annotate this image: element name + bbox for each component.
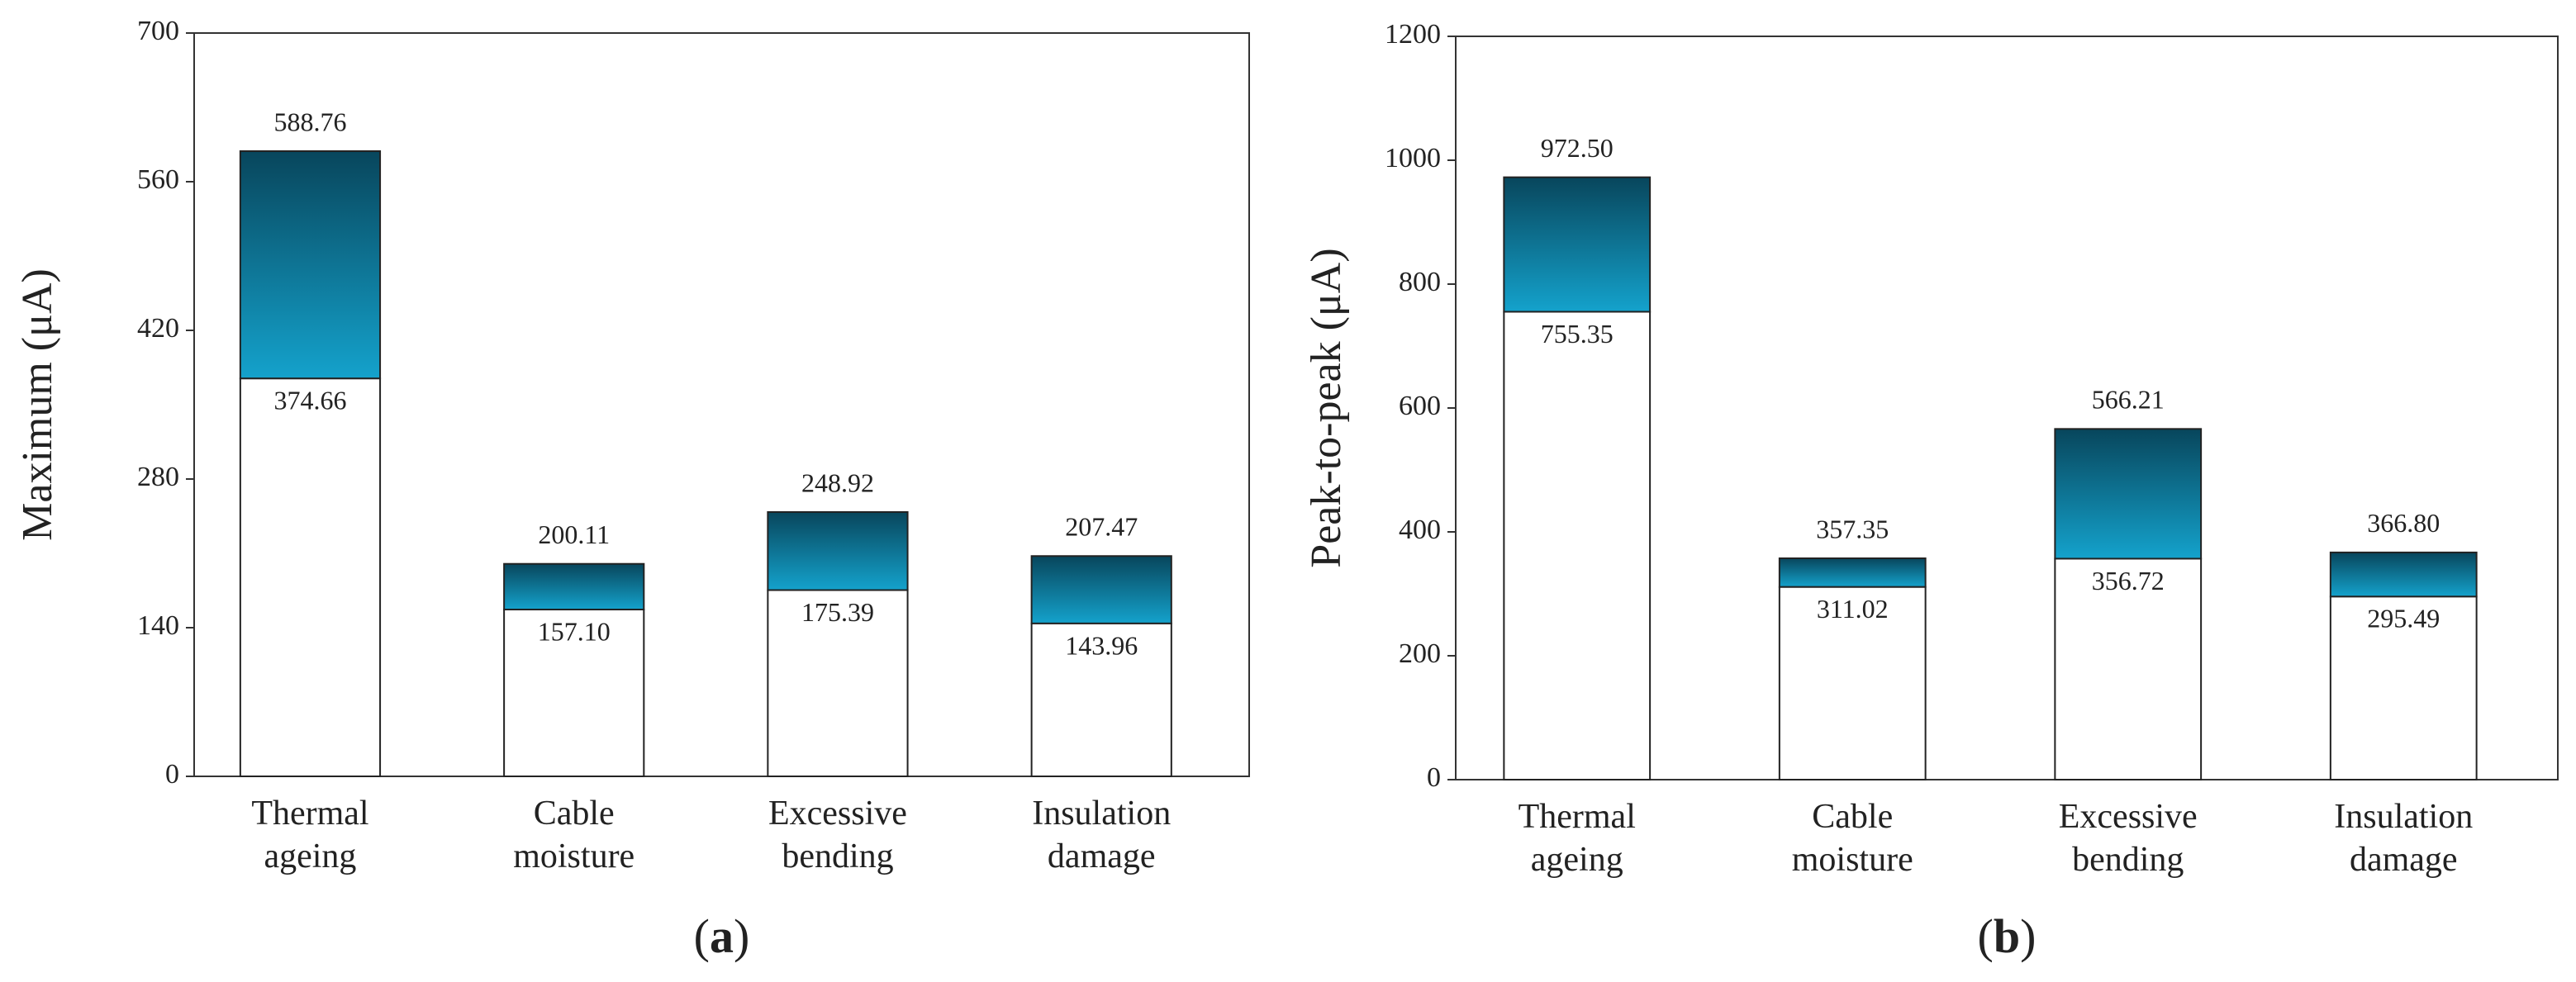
value-label: 588.76 xyxy=(273,107,346,136)
bar-lower xyxy=(239,377,382,777)
value-label: 366.80 xyxy=(2367,508,2440,538)
y-tick-label: 700 xyxy=(137,16,179,46)
panel-label: (b) xyxy=(1978,909,2037,963)
value-label: 374.66 xyxy=(273,386,346,415)
y-tick-label: 0 xyxy=(1427,762,1441,793)
bar-upper xyxy=(1503,176,1652,313)
value-label: 248.92 xyxy=(801,467,874,497)
bar-upper xyxy=(2054,428,2203,560)
x-tick-label: Excessive bending xyxy=(2059,798,2198,879)
bar-upper xyxy=(239,150,382,380)
bar-lower xyxy=(2329,595,2478,780)
value-label: 200.11 xyxy=(538,519,610,549)
y-tick-label: 200 xyxy=(1399,638,1441,669)
x-tick-label: Insulation damage xyxy=(2334,798,2473,879)
value-label: 356.72 xyxy=(2092,566,2165,595)
y-axis-label: Maximum (μA) xyxy=(14,268,61,541)
value-label: 157.10 xyxy=(538,616,611,646)
y-tick-label: 1200 xyxy=(1385,19,1441,50)
value-label: 311.02 xyxy=(1817,594,1889,624)
x-tick-label: Cable moisture xyxy=(1792,798,1913,879)
x-tick-label: Thermal ageing xyxy=(1519,798,1636,879)
value-label: 972.50 xyxy=(1541,133,1614,163)
y-axis-label: Peak-to-peak (μA) xyxy=(1303,248,1350,567)
y-tick-label: 140 xyxy=(137,610,179,641)
bar-upper xyxy=(1030,555,1172,624)
value-label: 357.35 xyxy=(1816,514,1889,543)
value-label: 143.96 xyxy=(1065,630,1138,660)
x-tick-label: Thermal ageing xyxy=(251,795,368,875)
panel-label: (a) xyxy=(694,909,750,963)
x-tick-label: Excessive bending xyxy=(768,795,907,875)
y-tick-label: 420 xyxy=(137,313,179,344)
x-tick-label: Insulation damage xyxy=(1032,795,1171,875)
bar-lower xyxy=(2054,557,2203,781)
value-label: 755.35 xyxy=(1541,319,1614,349)
plot-frame xyxy=(193,32,1250,777)
y-tick-label: 1000 xyxy=(1385,143,1441,173)
value-label: 207.47 xyxy=(1065,512,1138,542)
y-tick-label: 560 xyxy=(137,164,179,195)
value-label: 566.21 xyxy=(2092,385,2165,415)
bar-lower xyxy=(1503,311,1652,780)
bar-upper xyxy=(2329,551,2478,598)
bar-lower xyxy=(503,609,645,777)
value-label: 295.49 xyxy=(2367,604,2440,633)
y-tick-label: 600 xyxy=(1399,391,1441,421)
bar-upper xyxy=(503,562,645,611)
y-tick-label: 800 xyxy=(1399,267,1441,297)
y-tick-label: 400 xyxy=(1399,515,1441,545)
bar-upper xyxy=(767,510,909,591)
bar-lower xyxy=(767,589,909,778)
y-tick-label: 280 xyxy=(137,462,179,492)
bar-lower xyxy=(1030,622,1172,777)
y-tick-label: 0 xyxy=(165,759,179,790)
x-tick-label: Cable moisture xyxy=(513,795,634,875)
bar-lower xyxy=(1778,586,1927,780)
bar-upper xyxy=(1778,557,1927,588)
value-label: 175.39 xyxy=(801,597,874,627)
